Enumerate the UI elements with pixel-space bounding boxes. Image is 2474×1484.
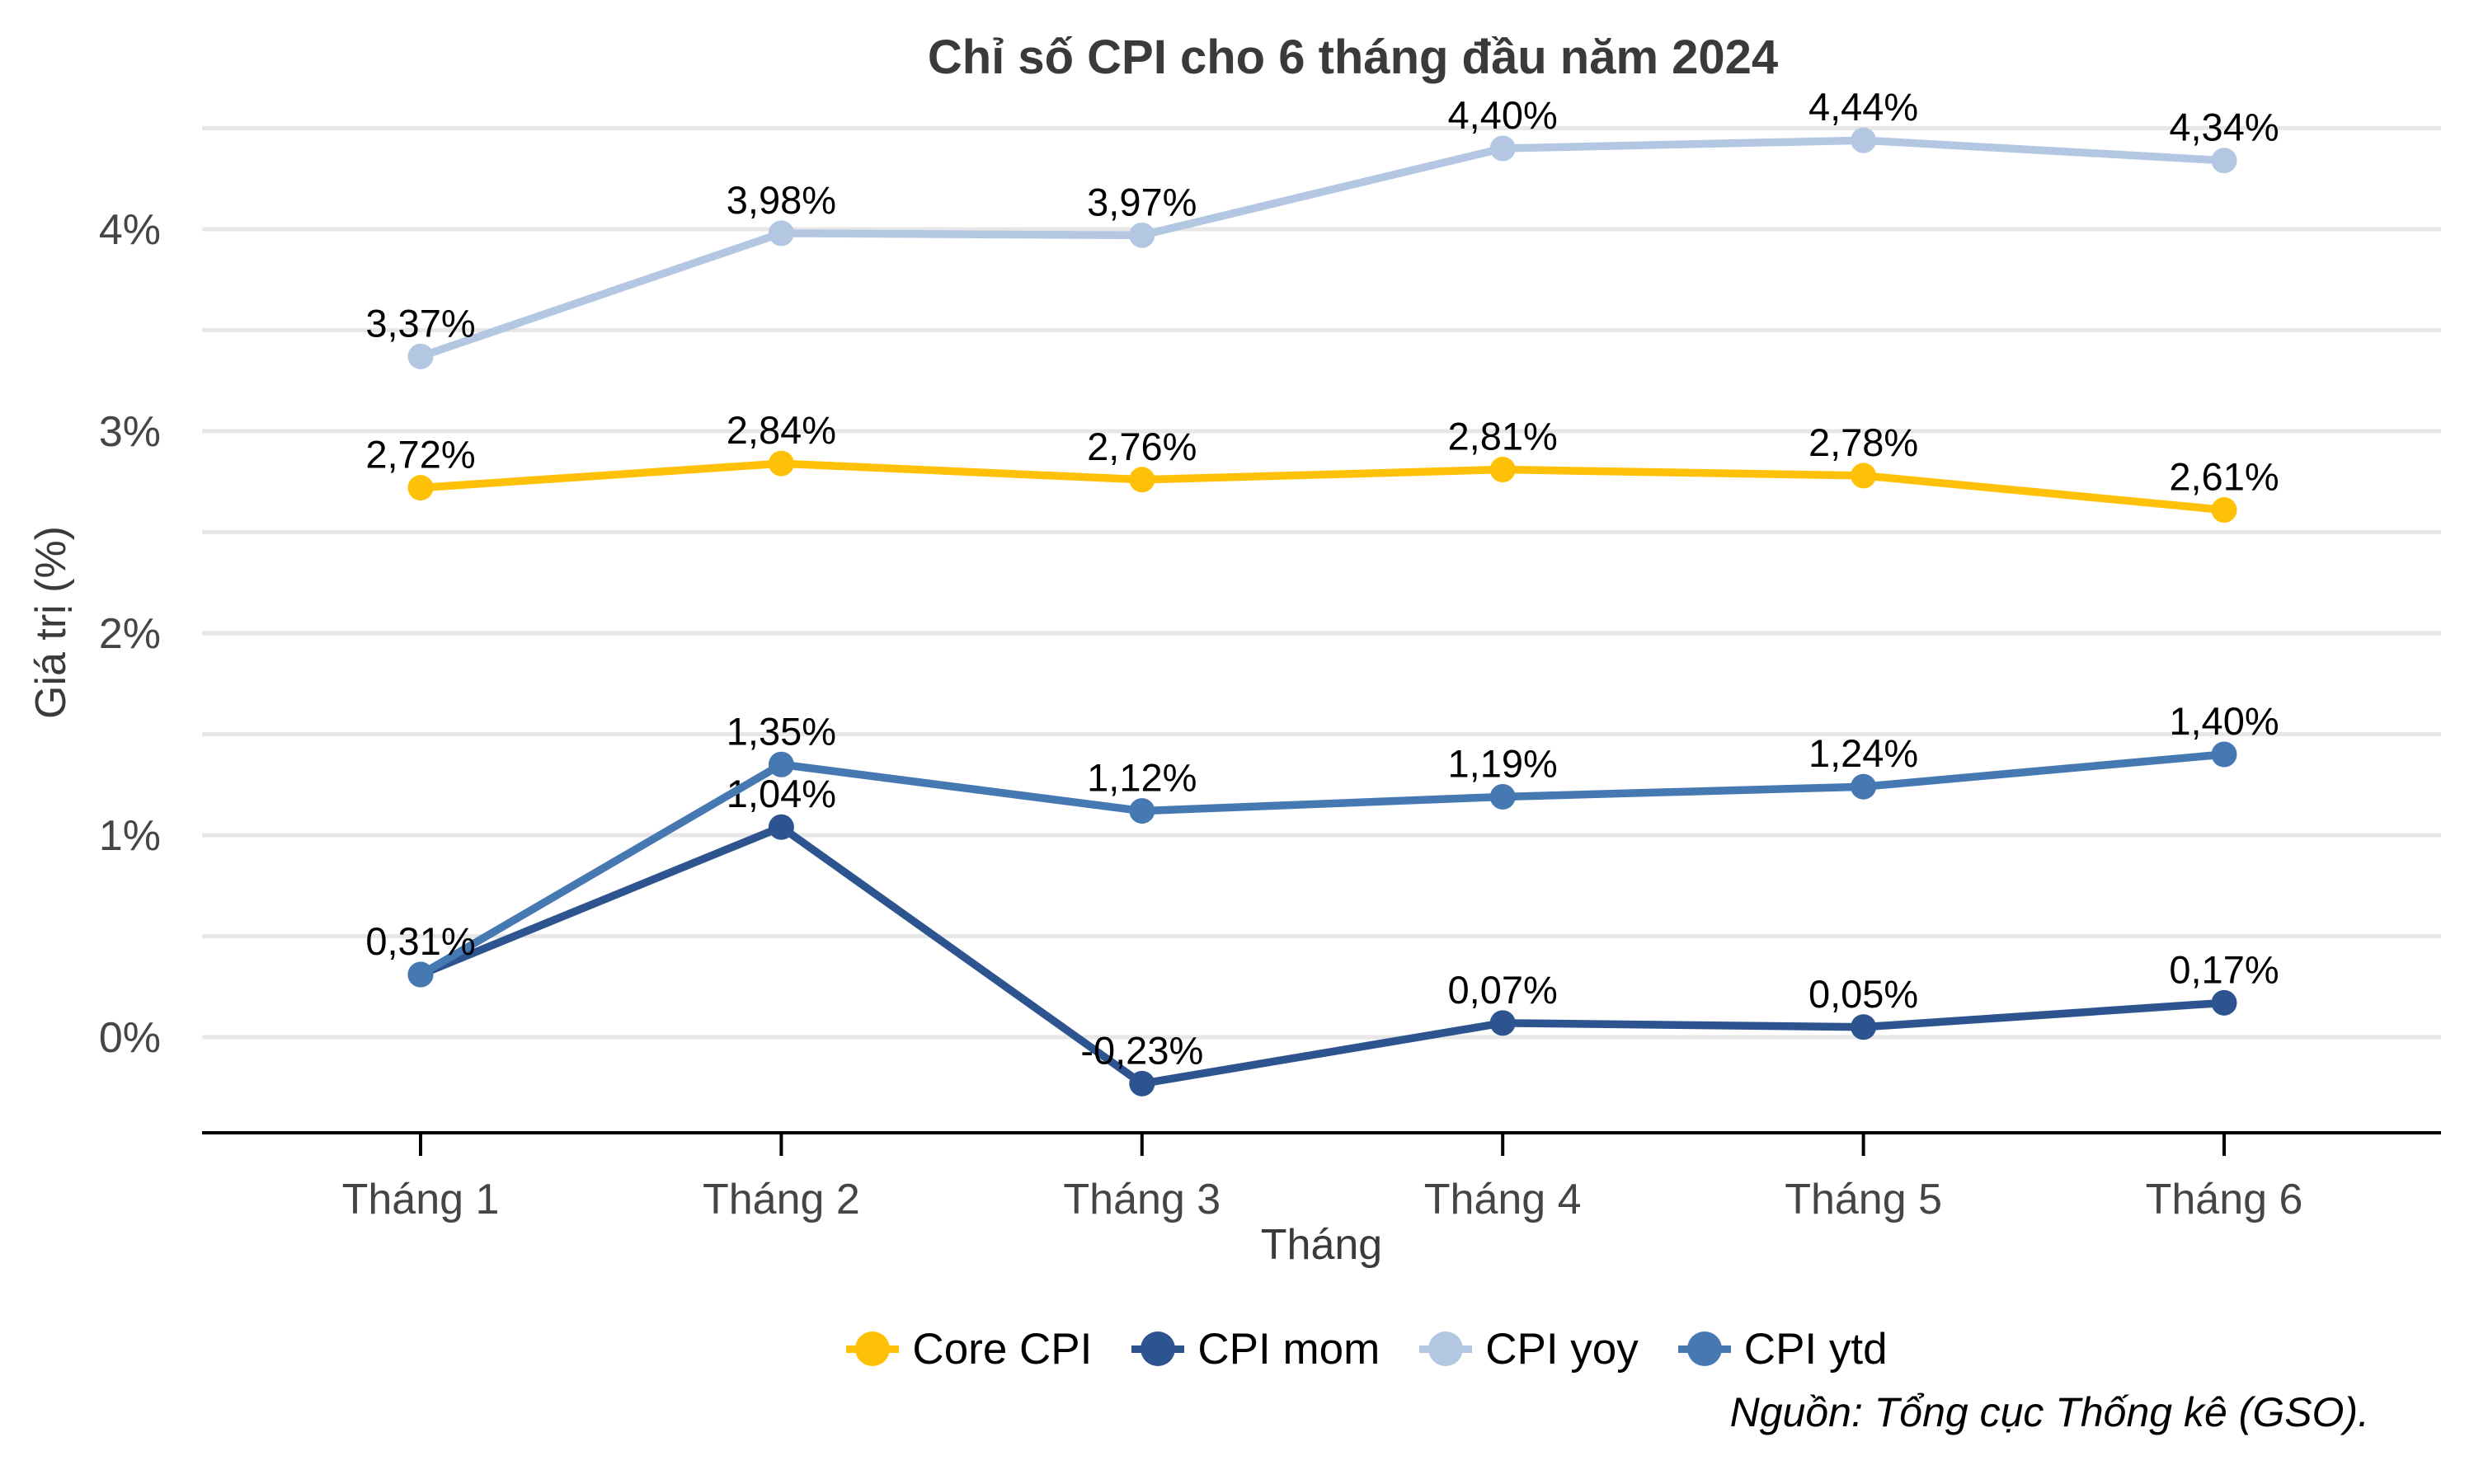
legend-dot-icon: [1686, 1331, 1722, 1366]
series-line-core-cpi: [416, 459, 2228, 514]
series-line-cpi-ytd: [416, 750, 2228, 979]
legend-label: CPI mom: [1197, 1324, 1380, 1374]
data-point-core-cpi: [1851, 463, 1877, 489]
data-label-cpi-yoy: 3,37%: [365, 301, 475, 345]
y-tick-label: 4%: [99, 206, 161, 254]
data-label-cpi-ytd: 1,35%: [727, 709, 836, 753]
data-label-cpi-mom: 0,07%: [1448, 968, 1558, 1012]
data-point-cpi-ytd: [1129, 798, 1155, 824]
data-point-cpi-ytd: [1489, 783, 1516, 810]
data-label-cpi-yoy: 3,97%: [1087, 180, 1197, 223]
data-label-cpi-mom: 0,17%: [2169, 947, 2279, 991]
data-point-cpi-ytd: [407, 961, 434, 988]
source-note: Nguồn: Tổng cục Thống kê (GSO).: [1729, 1389, 2369, 1435]
data-point-cpi-mom: [1489, 1010, 1516, 1036]
legend: Core CPI CPI mom CPI yoy CPI ytd: [202, 1316, 2441, 1382]
legend-item-cpi-ytd: CPI ytd: [1677, 1324, 1888, 1374]
legend-label: Core CPI: [912, 1324, 1093, 1374]
y-axis-title: Giá trị (%): [27, 526, 75, 719]
series-line-cpi-yoy: [416, 136, 2228, 361]
legend-item-core-cpi: Core CPI: [846, 1324, 1092, 1374]
series-line-cpi-mom: [416, 823, 2228, 1088]
data-point-cpi-mom: [1129, 1070, 1155, 1097]
data-point-cpi-yoy: [768, 220, 794, 247]
x-tick-label: Tháng 1: [342, 1176, 500, 1223]
x-tick-label: Tháng 2: [703, 1176, 860, 1223]
data-label-core-cpi: 2,84%: [727, 408, 836, 452]
data-label-cpi-yoy: 4,44%: [1808, 85, 1918, 129]
data-label-cpi-yoy: 4,34%: [2169, 106, 2279, 149]
data-label-cpi-mom: -0,23%: [1080, 1028, 1203, 1072]
x-tick-label: Tháng 6: [2146, 1176, 2303, 1223]
data-label-cpi-yoy: 3,98%: [727, 178, 836, 222]
data-point-core-cpi: [2211, 497, 2237, 524]
y-tick-label: 2%: [99, 610, 161, 658]
legend-dot-icon: [855, 1331, 891, 1366]
data-point-core-cpi: [1129, 467, 1155, 493]
y-tick-label: 0%: [99, 1014, 161, 1062]
data-label-cpi-yoy: 4,40%: [1448, 93, 1558, 137]
data-label-cpi-mom: 0,05%: [1808, 972, 1918, 1016]
data-point-cpi-yoy: [1129, 222, 1155, 248]
data-label-cpi-mom: 1,04%: [727, 772, 836, 815]
legend-dot-icon: [1141, 1331, 1176, 1366]
legend-dot-icon: [1428, 1331, 1464, 1366]
data-label-core-cpi: 2,76%: [1087, 425, 1197, 468]
data-label-cpi-ytd: 1,19%: [1448, 741, 1558, 785]
data-point-cpi-ytd: [1851, 773, 1877, 800]
data-label-core-cpi: 2,61%: [2169, 455, 2279, 499]
data-point-cpi-yoy: [1489, 135, 1516, 162]
legend-item-cpi-mom: CPI mom: [1131, 1324, 1380, 1374]
data-label-core-cpi: 2,78%: [1808, 420, 1918, 464]
data-label-core-cpi: 2,72%: [365, 433, 475, 477]
data-point-cpi-mom: [2211, 989, 2237, 1016]
data-label-cpi-ytd: 1,24%: [1808, 731, 1918, 775]
y-tick-label: 1%: [99, 812, 161, 860]
data-point-cpi-ytd: [768, 751, 794, 777]
data-point-cpi-yoy: [407, 343, 434, 369]
data-point-core-cpi: [1489, 457, 1516, 483]
legend-item-cpi-yoy: CPI yoy: [1419, 1324, 1639, 1374]
chart-title: Chỉ số CPI cho 6 tháng đầu năm 2024: [927, 31, 1779, 84]
y-tick-label: 3%: [99, 408, 161, 456]
legend-key-icon: [1677, 1331, 1731, 1366]
x-tick-label: Tháng 5: [1785, 1176, 1942, 1223]
legend-label: CPI ytd: [1743, 1324, 1888, 1374]
data-label-cpi-ytd: 1,12%: [1087, 756, 1197, 800]
data-point-cpi-mom: [768, 814, 794, 840]
data-point-cpi-yoy: [2211, 148, 2237, 174]
data-point-core-cpi: [768, 450, 794, 477]
legend-key-icon: [1131, 1331, 1185, 1366]
legend-key-icon: [846, 1331, 900, 1366]
legend-key-icon: [1419, 1331, 1473, 1366]
data-point-cpi-mom: [1851, 1014, 1877, 1040]
data-point-cpi-ytd: [2211, 741, 2237, 768]
x-axis-title: Tháng: [1260, 1221, 1383, 1269]
data-label-core-cpi: 2,81%: [1448, 415, 1558, 458]
data-label-cpi-ytd: 0,31%: [365, 919, 475, 963]
legend-label: CPI yoy: [1485, 1324, 1639, 1374]
data-point-cpi-yoy: [1851, 127, 1877, 153]
x-tick-label: Tháng 3: [1063, 1176, 1221, 1223]
data-label-cpi-ytd: 1,40%: [2169, 699, 2279, 743]
data-point-core-cpi: [407, 475, 434, 501]
x-tick-label: Tháng 4: [1424, 1176, 1582, 1223]
